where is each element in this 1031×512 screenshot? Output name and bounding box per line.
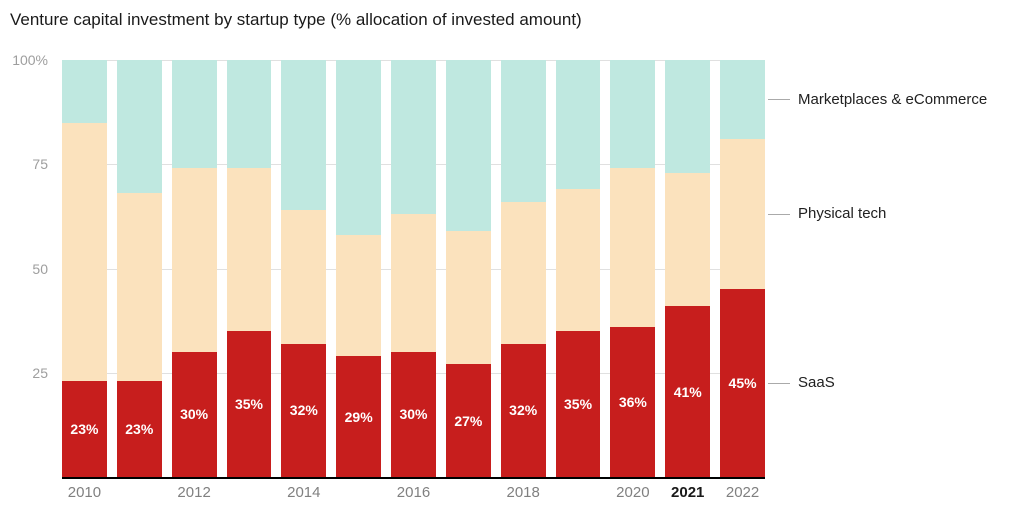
x-axis-labels: 2010 2012 2014 2016 2018 2020 2021 2022 <box>62 484 765 502</box>
bar-value-label: 35% <box>564 396 593 413</box>
bar-segment-physical-tech-2010[interactable] <box>62 122 107 382</box>
bar-segment-physical-tech-2012[interactable] <box>171 168 217 352</box>
bar-segment-saas-2013[interactable]: 35% <box>226 331 272 477</box>
series-annotation-saas: SaaS <box>798 374 835 392</box>
bar-segment-marketplaces-ecommerce-2018[interactable] <box>500 60 546 202</box>
x-axis-label-2021: 2021 <box>671 484 705 501</box>
bar-value-label: 45% <box>728 375 757 392</box>
bar-value-label: 32% <box>289 402 318 419</box>
y-axis-label-25: 25 <box>32 364 48 381</box>
bar-segment-saas-2021[interactable]: 41% <box>665 306 711 477</box>
bar-2015[interactable]: 29% <box>336 60 382 477</box>
bar-segment-marketplaces-ecommerce-2015[interactable] <box>336 60 382 236</box>
bar-2012[interactable]: 30% <box>171 60 217 477</box>
y-axis-label-100: 100% <box>12 52 48 68</box>
x-axis-label-2010: 2010 <box>67 484 102 501</box>
bar-segment-saas-2018[interactable]: 32% <box>500 343 546 477</box>
x-axis-label-empty <box>336 484 381 502</box>
bar-segment-saas-2016[interactable]: 30% <box>391 351 436 477</box>
x-axis-label-2018: 2018 <box>506 484 540 501</box>
bar-segment-physical-tech-2021[interactable] <box>665 172 711 307</box>
annotation-line-physical-tech <box>768 213 790 215</box>
bar-value-label: 32% <box>509 402 538 419</box>
bar-segment-saas-2017[interactable]: 27% <box>445 364 491 477</box>
bar-segment-physical-tech-2018[interactable] <box>500 201 546 344</box>
bars-row: 23% 23% 30% 35% 32% 29% 30% 27% 32% 35% 36% 41% 45% <box>62 60 765 477</box>
bar-value-label: 30% <box>399 406 428 423</box>
x-axis-label-empty <box>227 484 272 502</box>
bar-2020[interactable]: 36% <box>610 60 656 477</box>
bar-segment-physical-tech-2019[interactable] <box>555 189 601 332</box>
bar-2010[interactable]: 23% <box>62 60 107 477</box>
bar-segment-marketplaces-ecommerce-2016[interactable] <box>391 60 436 215</box>
bar-value-label: 35% <box>234 396 263 413</box>
bar-segment-marketplaces-ecommerce-2019[interactable] <box>555 60 601 190</box>
bar-2021[interactable]: 41% <box>665 60 711 477</box>
bar-value-label: 27% <box>454 412 483 429</box>
plot-area: 23% 23% 30% 35% 32% 29% 30% 27% 32% 35% 36% 41% 45% <box>62 60 765 479</box>
bar-value-label: 41% <box>673 383 702 400</box>
x-axis-label-2020: 2020 <box>616 484 650 501</box>
x-axis-label-2014: 2014 <box>287 484 321 501</box>
bar-value-label: 30% <box>180 406 209 423</box>
bar-2016[interactable]: 30% <box>391 60 436 477</box>
bar-2011[interactable]: 23% <box>116 60 162 477</box>
bar-segment-physical-tech-2014[interactable] <box>281 210 327 344</box>
x-axis-label-empty <box>556 484 601 502</box>
bar-segment-marketplaces-ecommerce-2012[interactable] <box>171 60 217 169</box>
bar-segment-marketplaces-ecommerce-2010[interactable] <box>62 60 107 123</box>
bar-2019[interactable]: 35% <box>555 60 601 477</box>
bar-value-label: 23% <box>125 421 154 438</box>
bar-segment-physical-tech-2013[interactable] <box>226 168 272 332</box>
bar-segment-saas-2022[interactable]: 45% <box>720 289 765 477</box>
y-axis-label-75: 75 <box>32 156 48 173</box>
bar-2022[interactable]: 45% <box>720 60 765 477</box>
y-axis-label-50: 50 <box>32 260 48 277</box>
bar-segment-saas-2010[interactable]: 23% <box>62 381 107 477</box>
bar-segment-physical-tech-2015[interactable] <box>336 235 382 357</box>
bar-value-label: 29% <box>344 408 373 425</box>
bar-2014[interactable]: 32% <box>281 60 327 477</box>
bar-segment-physical-tech-2020[interactable] <box>610 168 656 327</box>
x-axis-label-2022: 2022 <box>725 484 760 501</box>
bar-2018[interactable]: 32% <box>500 60 546 477</box>
bar-segment-saas-2011[interactable]: 23% <box>116 381 162 477</box>
bar-value-label: 36% <box>618 393 647 410</box>
x-axis-label-empty <box>117 484 162 502</box>
bar-segment-physical-tech-2017[interactable] <box>445 230 491 365</box>
x-axis-line <box>62 477 765 479</box>
x-axis-label-empty <box>446 484 491 502</box>
annotation-line-marketplaces-ecommerce <box>768 99 790 101</box>
bar-segment-marketplaces-ecommerce-2022[interactable] <box>720 60 765 140</box>
series-annotation-marketplaces-ecommerce: Marketplaces & eCommerce <box>798 90 988 108</box>
bar-segment-physical-tech-2022[interactable] <box>720 139 765 290</box>
bar-segment-saas-2014[interactable]: 32% <box>281 343 327 477</box>
bar-segment-physical-tech-2011[interactable] <box>116 193 162 382</box>
x-axis-label-2012: 2012 <box>177 484 211 501</box>
bar-segment-marketplaces-ecommerce-2017[interactable] <box>445 60 491 231</box>
bar-segment-saas-2015[interactable]: 29% <box>336 356 382 477</box>
bar-2013[interactable]: 35% <box>226 60 272 477</box>
annotation-line-saas <box>768 382 790 384</box>
x-axis-label-2016: 2016 <box>396 484 431 501</box>
bar-value-label: 23% <box>70 421 99 438</box>
bar-2017[interactable]: 27% <box>445 60 491 477</box>
chart-title: Venture capital investment by startup ty… <box>10 10 582 29</box>
bar-segment-marketplaces-ecommerce-2021[interactable] <box>665 60 711 173</box>
bar-segment-saas-2020[interactable]: 36% <box>610 326 656 477</box>
bar-segment-marketplaces-ecommerce-2011[interactable] <box>116 60 162 194</box>
bar-segment-saas-2012[interactable]: 30% <box>171 351 217 477</box>
bar-segment-marketplaces-ecommerce-2013[interactable] <box>226 60 272 169</box>
bar-segment-marketplaces-ecommerce-2020[interactable] <box>610 60 656 169</box>
bar-segment-marketplaces-ecommerce-2014[interactable] <box>281 60 327 211</box>
bar-segment-saas-2019[interactable]: 35% <box>555 331 601 477</box>
bar-segment-physical-tech-2016[interactable] <box>391 214 436 352</box>
series-annotation-physical-tech: Physical tech <box>798 205 887 223</box>
